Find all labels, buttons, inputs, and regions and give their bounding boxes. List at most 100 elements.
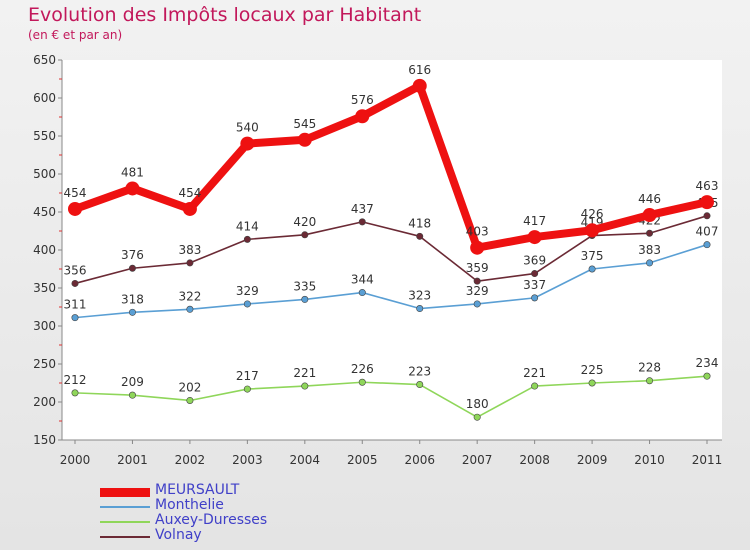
data-point: [358, 289, 366, 297]
data-point: [588, 379, 596, 387]
data-point: [128, 264, 136, 272]
data-label: 329: [466, 284, 489, 298]
data-label: 375: [581, 249, 604, 263]
y-tick-label: 250: [33, 357, 56, 371]
data-label: 318: [121, 292, 144, 306]
x-tick-label: 2008: [519, 453, 550, 467]
data-label: 212: [64, 373, 87, 387]
plot-area: [62, 60, 722, 440]
y-tick-label: 500: [33, 167, 56, 181]
data-label: 463: [696, 179, 719, 193]
data-label: 323: [408, 289, 431, 303]
data-label: 335: [293, 279, 316, 293]
data-label: 329: [236, 284, 259, 298]
data-label: 414: [236, 219, 259, 233]
legend-swatch: [100, 536, 150, 538]
data-point: [358, 378, 366, 386]
data-point: [358, 218, 366, 226]
x-tick-label: 2005: [347, 453, 378, 467]
data-point: [186, 305, 194, 313]
data-label: 209: [121, 375, 144, 389]
data-point: [416, 232, 424, 240]
data-label: 616: [408, 63, 431, 77]
data-point: [71, 389, 79, 397]
y-tick-label: 350: [33, 281, 56, 295]
data-point: [473, 413, 481, 421]
x-tick-label: 2009: [577, 453, 608, 467]
x-tick-label: 2000: [60, 453, 91, 467]
data-point: [243, 300, 251, 308]
data-point: [588, 265, 596, 273]
data-label: 426: [581, 207, 604, 221]
data-label: 221: [293, 366, 316, 380]
data-point: [585, 223, 600, 238]
data-point: [301, 295, 309, 303]
data-point: [71, 279, 79, 287]
data-label: 481: [121, 165, 144, 179]
data-point: [186, 259, 194, 267]
series-line-volnay: [74, 215, 708, 285]
series-line-monthelie: [74, 243, 708, 319]
y-tick-label: 300: [33, 319, 56, 333]
data-point: [703, 241, 711, 249]
legend-label: Monthelie: [155, 497, 224, 513]
data-label: 376: [121, 248, 144, 262]
data-point: [646, 377, 654, 385]
legend-label: MEURSAULT: [155, 482, 240, 498]
data-point: [243, 235, 251, 243]
legend-swatch: [100, 506, 150, 508]
data-label: 403: [466, 225, 489, 239]
data-point: [412, 78, 427, 93]
data-label: 221: [523, 366, 546, 380]
data-label: 383: [178, 243, 201, 257]
data-point: [297, 132, 312, 147]
data-point: [473, 277, 481, 285]
data-point: [68, 201, 82, 216]
data-label: 228: [638, 361, 661, 375]
series-line-meursault: [73, 81, 708, 252]
data-point: [473, 300, 481, 308]
y-tick-label: 150: [33, 433, 56, 447]
y-tick-label: 600: [33, 91, 56, 105]
x-tick-label: 2007: [462, 453, 493, 467]
legend-label: Auxey-Duresses: [155, 512, 268, 528]
x-tick-label: 2011: [692, 453, 723, 467]
legend-swatch: [100, 521, 150, 523]
x-tick-label: 2010: [634, 453, 665, 467]
x-tick-label: 2006: [404, 453, 435, 467]
data-label: 454: [64, 186, 87, 200]
data-point: [182, 201, 197, 216]
data-label: 234: [696, 356, 719, 370]
data-label: 359: [466, 261, 489, 275]
data-label: 311: [64, 298, 87, 312]
x-tick-label: 2004: [290, 453, 321, 467]
data-label: 420: [293, 215, 316, 229]
x-tick-label: 2002: [175, 453, 206, 467]
data-label: 223: [408, 365, 431, 379]
data-point: [531, 270, 539, 278]
data-label: 225: [581, 363, 604, 377]
y-tick-label: 550: [33, 129, 56, 143]
data-point: [646, 259, 654, 267]
data-point: [470, 240, 485, 255]
data-point: [243, 385, 251, 393]
data-label: 217: [236, 369, 259, 383]
data-point: [703, 372, 711, 380]
data-point: [240, 136, 255, 151]
data-point: [301, 382, 309, 390]
data-point: [527, 230, 542, 245]
data-label: 202: [178, 380, 201, 394]
data-label: 180: [466, 397, 489, 411]
data-point: [700, 195, 714, 210]
data-label: 356: [64, 263, 87, 277]
data-point: [416, 305, 424, 313]
y-tick-label: 400: [33, 243, 56, 257]
data-label: 418: [408, 216, 431, 230]
data-point: [128, 308, 136, 316]
data-point: [703, 212, 711, 220]
data-point: [186, 396, 194, 404]
data-point: [125, 181, 140, 196]
series-line-auxey-duresses: [74, 375, 708, 419]
